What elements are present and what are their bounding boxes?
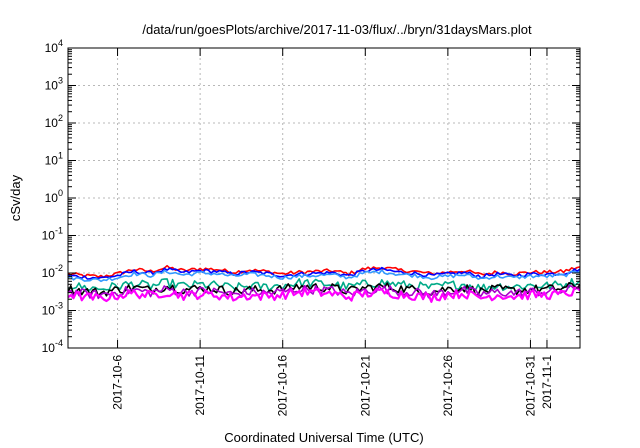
y-tick-label: 101	[45, 151, 63, 168]
grid	[68, 48, 580, 348]
y-tick-label: 100	[45, 188, 63, 205]
y-tick-label: 10-2	[42, 263, 63, 280]
series-line-4	[67, 278, 581, 292]
y-tick-label: 102	[45, 113, 63, 130]
plot-series	[67, 264, 581, 303]
axis-ticks: 10-4 10-3 10-2 10-1 100 101 102 103 104 2017-10-6…	[42, 38, 580, 416]
chart-title: /data/run/goesPlots/archive/2017-11-03/f…	[142, 22, 532, 37]
x-tick-label: 2017-10-11	[193, 355, 207, 416]
x-axis-title: Coordinated Universal Time (UTC)	[224, 430, 423, 445]
series-line-6	[67, 284, 581, 300]
series-line-2	[67, 266, 581, 280]
x-tick-label: 2017-10-16	[276, 355, 290, 417]
x-tick-label: 2017-10-26	[441, 355, 455, 417]
x-tick-label: 2017-10-31	[523, 355, 537, 417]
y-tick-label: 103	[45, 76, 63, 93]
y-tick-label: 10-3	[42, 301, 63, 318]
y-axis-title: cSv/day	[8, 174, 23, 221]
x-tick-label: 2017-11-1	[540, 355, 554, 409]
series-line-3	[67, 269, 581, 283]
series-line-1	[67, 264, 581, 279]
x-tick-label: 2017-10-6	[111, 355, 125, 410]
y-tick-label: 10-1	[42, 226, 63, 243]
y-tick-label: 104	[45, 38, 63, 55]
x-tick-label: 2017-10-21	[358, 355, 372, 417]
y-tick-label: 10-4	[42, 338, 63, 355]
series-line-7	[67, 286, 581, 303]
